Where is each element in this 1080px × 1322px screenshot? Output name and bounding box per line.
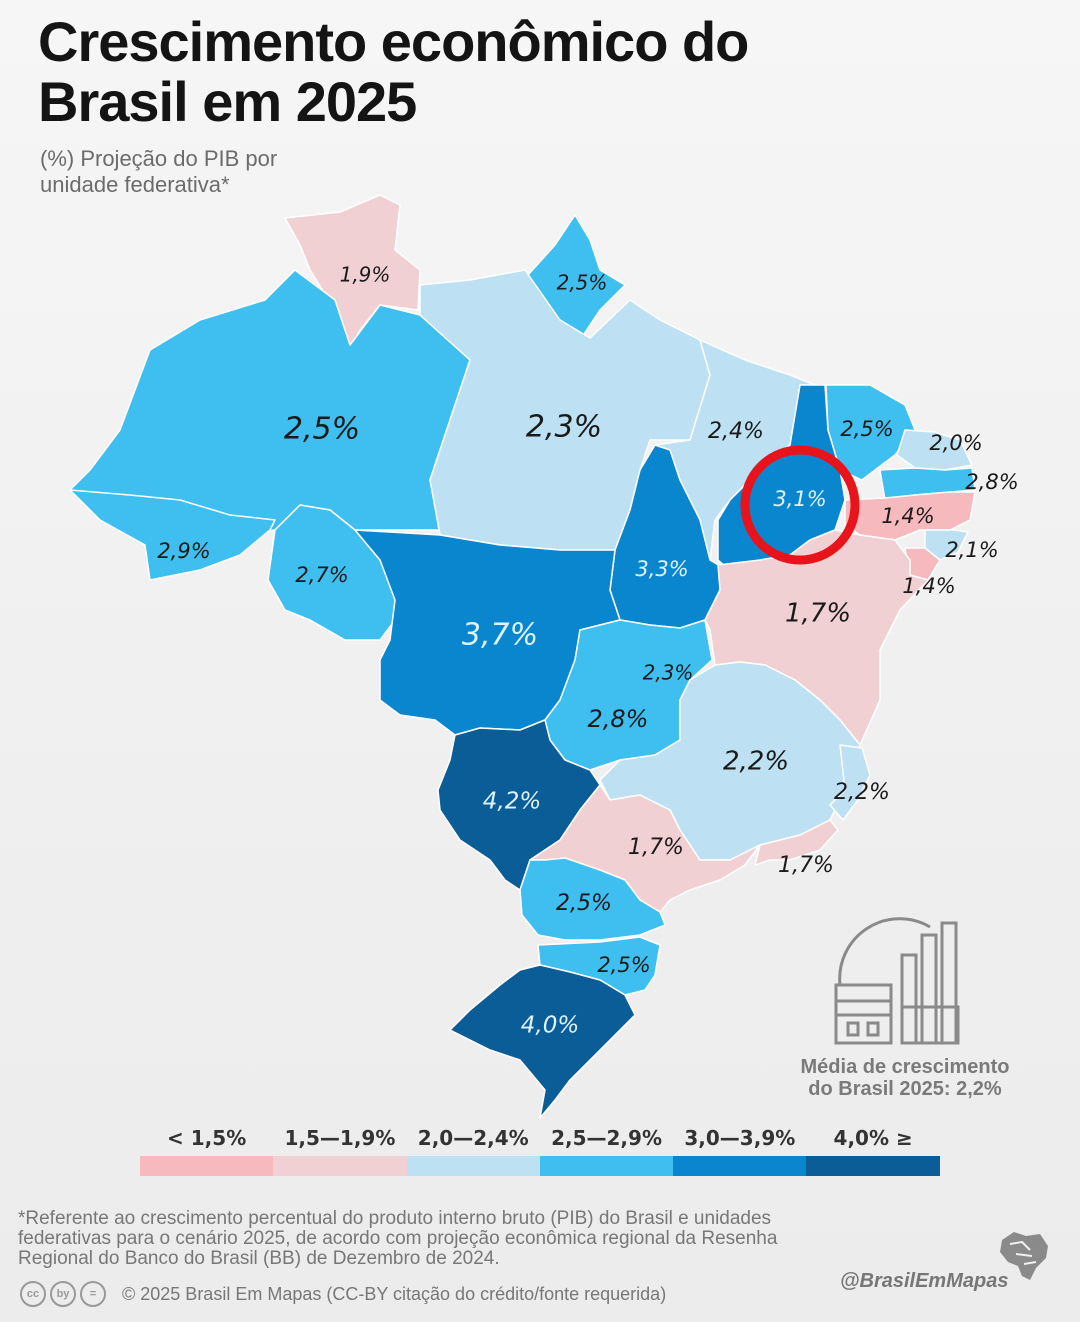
average-line-1: Média de crescimento — [800, 1056, 1010, 1078]
state-ac — [69, 489, 276, 581]
state-rr — [284, 194, 421, 351]
state-label-ma: 2,4% — [708, 419, 764, 444]
cc-license-icons: cc by = — [20, 1281, 106, 1307]
page-subtitle: (%) Projeção do PIB por unidade federati… — [40, 146, 278, 197]
legend-label: < 1,5% — [167, 1126, 247, 1150]
state-label-pb: 2,8% — [965, 470, 1018, 494]
state-label-se: 1,4% — [902, 574, 955, 598]
state-label-sc: 2,5% — [597, 953, 650, 977]
legend-label: 2,0—2,4% — [417, 1126, 529, 1150]
legend-swatch — [806, 1156, 940, 1176]
average-growth-note: Média de crescimento do Brasil 2025: 2,2… — [790, 1056, 1020, 1100]
state-ba — [704, 529, 929, 746]
state-label-al: 2,1% — [945, 538, 998, 562]
legend-label: 4,0% ≥ — [833, 1126, 913, 1150]
legend-swatch — [140, 1156, 274, 1176]
cc-icon: cc — [20, 1281, 46, 1307]
state-label-pa: 2,3% — [526, 410, 602, 445]
state-label-rj: 1,7% — [778, 853, 834, 878]
legend-label: 2,5—2,9% — [551, 1126, 662, 1150]
legend-label: 1,5—1,9% — [284, 1126, 396, 1150]
state-label-rs: 4,0% — [521, 1013, 579, 1039]
average-line-2: do Brasil 2025: 2,2% — [808, 1078, 1002, 1100]
state-label-es: 2,2% — [834, 780, 890, 805]
state-label-ms: 4,2% — [483, 789, 541, 815]
state-label-mt: 3,7% — [462, 618, 538, 653]
state-es — [829, 744, 871, 821]
state-rs — [449, 964, 636, 1119]
page-title: Crescimento econômico do Brasil em 2025 — [38, 10, 749, 133]
state-pe — [844, 491, 976, 541]
state-rn — [896, 429, 973, 471]
highlight-circle — [740, 445, 860, 565]
legend-swatch — [273, 1156, 407, 1176]
copyright-text: © 2025 Brasil Em Mapas (CC-BY citação do… — [122, 1283, 667, 1304]
state-label-mg: 2,2% — [723, 747, 789, 777]
state-label-pi: 3,1% — [773, 487, 826, 511]
state-label-go: 2,8% — [588, 705, 649, 733]
state-label-sp: 1,7% — [628, 835, 684, 860]
legend-swatch — [406, 1156, 540, 1176]
legend-swatch — [673, 1156, 807, 1176]
legend: < 1,5% 1,5—1,9% 2,0—2,4% 2,5—2,9% 3,0—3,9% 4,… — [140, 1126, 940, 1176]
state-label-to: 3,3% — [635, 557, 688, 581]
state-ma — [654, 339, 816, 561]
nd-icon: = — [80, 1281, 106, 1307]
state-label-ap: 2,5% — [557, 271, 608, 295]
by-icon: by — [50, 1281, 76, 1307]
license-footer: cc by = © 2025 Brasil Em Mapas (CC-BY ci… — [20, 1278, 780, 1310]
state-label-rr: 1,9% — [340, 263, 391, 287]
social-handle: @BrasilEmMapas — [840, 1270, 1009, 1292]
state-label-am: 2,5% — [284, 412, 360, 447]
state-label-ac: 2,9% — [157, 539, 210, 563]
legend-swatch — [539, 1156, 674, 1176]
legend-label: 3,0—3,9% — [684, 1126, 796, 1150]
state-label-ce: 2,5% — [840, 417, 893, 441]
city-industry-icon — [834, 917, 960, 1045]
footnote: *Referente ao crescimento percentual do … — [18, 1208, 778, 1269]
state-label-pr: 2,5% — [556, 891, 612, 916]
state-label-ro: 2,7% — [295, 563, 348, 587]
state-label-rn: 2,0% — [929, 431, 982, 455]
state-pr — [519, 857, 666, 941]
state-label-pe: 1,4% — [881, 504, 934, 528]
state-label-ba: 1,7% — [785, 599, 851, 629]
brazil-map-icon — [1000, 1232, 1048, 1280]
state-label-df: 2,3% — [643, 661, 694, 685]
state-rj — [754, 819, 839, 866]
